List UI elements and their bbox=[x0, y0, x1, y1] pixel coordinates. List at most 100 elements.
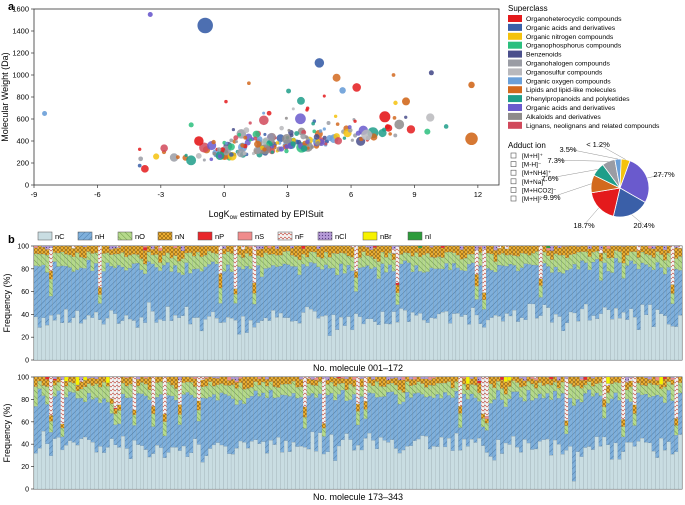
bar-segment-nH bbox=[465, 399, 470, 447]
adduct-checkbox bbox=[510, 187, 517, 193]
bar-segment-nN bbox=[131, 245, 136, 255]
bar-segment-nH bbox=[60, 265, 65, 323]
bar-segment-nN bbox=[71, 376, 76, 384]
bar-segment-nC bbox=[380, 311, 385, 361]
bar-segment-nH bbox=[222, 271, 227, 323]
scatter-point bbox=[326, 120, 331, 125]
bar-segment-nH bbox=[140, 393, 144, 446]
bar-segment-nH bbox=[49, 432, 54, 456]
bar-segment-nO bbox=[640, 384, 645, 395]
bar-segment-nH bbox=[412, 393, 417, 441]
bar-segment-nH bbox=[598, 395, 603, 447]
scatter-point bbox=[266, 110, 272, 116]
bar-segment-nO bbox=[97, 294, 102, 304]
bar-segment-nO bbox=[579, 388, 584, 403]
bar-segment-nC bbox=[291, 442, 296, 490]
bar-segment-nH bbox=[421, 272, 426, 321]
bar-segment-nP bbox=[45, 376, 50, 380]
scatter-point bbox=[278, 146, 285, 152]
bar-segment-nO bbox=[229, 253, 234, 272]
bar-segment-nO bbox=[170, 385, 175, 397]
scatter-point bbox=[342, 136, 347, 140]
bar-segment-nO bbox=[154, 254, 159, 268]
scatter-point bbox=[141, 164, 149, 173]
adduct-label: [M+HCO2]⁻ bbox=[522, 187, 557, 194]
bar-segment-nH bbox=[655, 394, 660, 458]
bar-segment-nH bbox=[267, 267, 272, 321]
bar-segment-nO bbox=[470, 253, 475, 263]
bar-segment-nH bbox=[75, 269, 80, 311]
bar-segment-nO bbox=[433, 257, 438, 269]
scatter-point bbox=[300, 145, 308, 152]
bar-segment-nH bbox=[117, 423, 122, 448]
scatter-point bbox=[281, 134, 292, 145]
bar-segment-nC bbox=[128, 458, 133, 490]
scatter-point bbox=[353, 119, 357, 123]
bar-segment-nC bbox=[261, 441, 266, 490]
bar-segment-nH bbox=[90, 270, 95, 318]
bar-segment-nO bbox=[248, 256, 253, 269]
bar-segment-nCl bbox=[674, 245, 679, 248]
bar-segment-nN bbox=[388, 245, 392, 253]
bar-segment-nC bbox=[542, 304, 547, 361]
bar-segment-nO bbox=[207, 251, 212, 265]
bar-segment-nC bbox=[644, 442, 648, 490]
bar-segment-nN bbox=[344, 378, 349, 390]
bar-segment-nC bbox=[37, 327, 42, 361]
bar-segment-nH bbox=[71, 271, 76, 318]
superclass-legend-title: Superclass bbox=[508, 4, 548, 13]
bar-segment-nN bbox=[252, 282, 257, 294]
bar-segment-nC bbox=[193, 438, 198, 490]
bar-segment-nN bbox=[192, 245, 197, 257]
bar-segment-nO bbox=[113, 413, 118, 425]
bar-segment-nO bbox=[83, 386, 88, 403]
bar-segment-nC bbox=[357, 316, 362, 361]
bar-segment-nC bbox=[420, 435, 425, 490]
bar-segment-nN bbox=[674, 418, 679, 426]
bar-segment-nCl bbox=[587, 245, 592, 249]
bar-segment-nN bbox=[284, 376, 288, 385]
bar-segment-nC bbox=[648, 304, 652, 361]
bar-segment-nC bbox=[522, 439, 527, 490]
bar-segment-nCl bbox=[275, 245, 279, 249]
bar-segment-nN bbox=[79, 245, 84, 258]
bar-segment-nO bbox=[534, 388, 539, 399]
bar-segment-nH bbox=[632, 425, 637, 447]
bar-segment-nH bbox=[60, 436, 65, 451]
bar-segment-nH bbox=[135, 263, 140, 328]
bar-segment-nO bbox=[670, 384, 675, 401]
bar-segment-nN bbox=[443, 376, 448, 384]
bar-segment-nH bbox=[261, 392, 266, 442]
bar-segment-nCl bbox=[325, 376, 330, 381]
scatter-point bbox=[391, 73, 396, 77]
bar-segment-nH bbox=[282, 263, 287, 318]
bar-segment-nO bbox=[128, 384, 133, 398]
scatter-point bbox=[294, 131, 300, 136]
bar-segment-nN bbox=[90, 245, 95, 254]
bar-segment-nC bbox=[121, 435, 126, 490]
bar-segment-nN bbox=[165, 245, 170, 253]
bar-segment-nS bbox=[257, 376, 262, 379]
bar-segment-nO bbox=[280, 384, 285, 395]
bar-segment-nP bbox=[662, 376, 667, 380]
bar-segment-nC bbox=[117, 447, 122, 490]
bar-segment-nC bbox=[439, 437, 444, 490]
bar-segment-nN bbox=[378, 376, 383, 387]
scatter-point bbox=[284, 144, 289, 149]
bar-segment-nO bbox=[440, 257, 445, 269]
bar-segment-nN bbox=[102, 376, 107, 383]
bar-segment-nS bbox=[124, 376, 129, 379]
bar-segment-nO bbox=[256, 255, 261, 266]
bar-segment-nC bbox=[71, 317, 76, 361]
bar-segment-nCl bbox=[45, 245, 50, 250]
bar-segment-nO bbox=[455, 255, 460, 268]
bar-segment-nO bbox=[580, 251, 585, 261]
bar-segment-nH bbox=[594, 392, 599, 437]
bar-segment-nO bbox=[242, 389, 247, 404]
bar-segment-nN bbox=[177, 245, 182, 262]
bar-segment-nH bbox=[384, 272, 389, 324]
bar-segment-nN bbox=[497, 248, 502, 255]
bar-segment-nC bbox=[318, 432, 323, 490]
bar-segment-nC bbox=[531, 303, 536, 361]
bars-top-xlabel: No. molecule 001–172 bbox=[313, 363, 403, 373]
